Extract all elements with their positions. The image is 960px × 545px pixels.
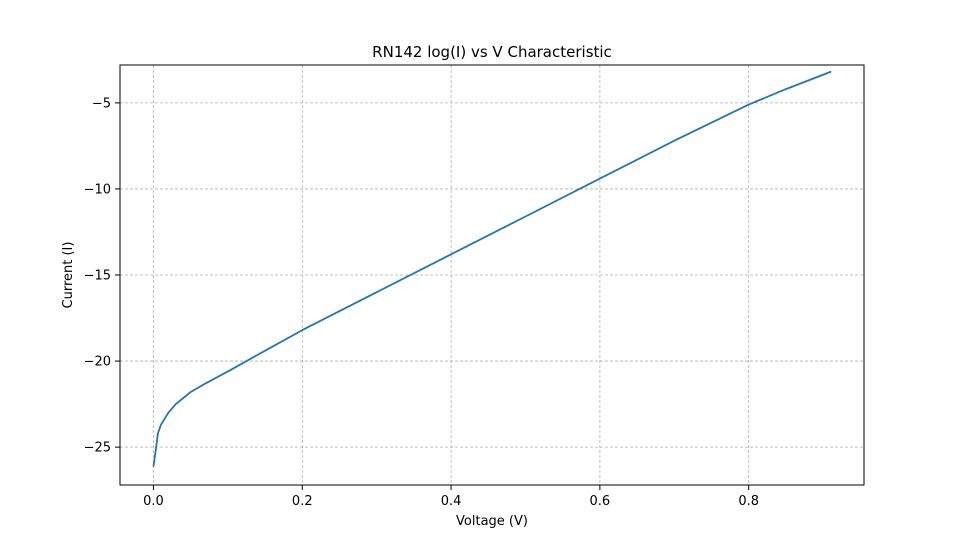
- x-tick-label: 0.2: [292, 494, 313, 509]
- y-tick-label: −25: [84, 441, 111, 456]
- y-tick: −20: [84, 355, 120, 370]
- series-line: [152, 71, 832, 468]
- y-tick: −15: [84, 269, 120, 284]
- y-tick-label: −5: [92, 96, 111, 111]
- chart-title: RN142 log(I) vs V Characteristic: [372, 43, 612, 61]
- y-axis: −25 −20 −15 −10 −5: [84, 96, 120, 456]
- y-tick: −10: [84, 182, 120, 197]
- x-axis: 0.0 0.2 0.4 0.6 0.8: [143, 485, 759, 509]
- x-tick: 0.2: [292, 485, 313, 509]
- x-tick: 0.4: [441, 485, 462, 509]
- y-tick-label: −20: [84, 355, 111, 370]
- x-tick: 0.6: [590, 485, 611, 509]
- x-axis-label: Voltage (V): [456, 514, 528, 529]
- y-tick-label: −10: [84, 182, 111, 197]
- y-tick-label: −15: [84, 269, 111, 284]
- x-tick-label: 0.6: [590, 494, 611, 509]
- series-layer: [152, 71, 832, 468]
- x-tick-label: 0.8: [738, 494, 759, 509]
- grid: [120, 65, 864, 485]
- x-tick-label: 0.4: [441, 494, 462, 509]
- y-tick: −25: [84, 441, 120, 456]
- x-tick: 0.8: [738, 485, 759, 509]
- x-tick-label: 0.0: [143, 494, 164, 509]
- y-tick: −5: [92, 96, 120, 111]
- y-axis-label: Current (I): [61, 242, 76, 309]
- x-tick: 0.0: [143, 485, 164, 509]
